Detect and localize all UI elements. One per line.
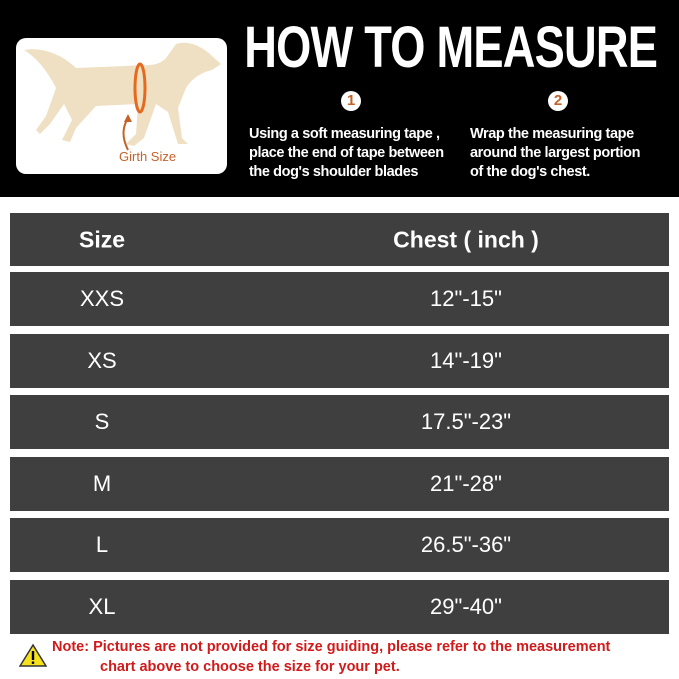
- step-1-badge: 1: [341, 91, 361, 111]
- table-header: Size Chest ( inch ): [10, 213, 669, 266]
- chest-cell: 26.5"-36": [420, 532, 512, 557]
- table-row: XXS 12"-15": [10, 272, 669, 326]
- girth-size-label: Girth Size: [119, 149, 177, 164]
- size-cell: S: [94, 409, 110, 434]
- size-cell: XS: [87, 348, 117, 373]
- text-line: of the dog's chest.: [470, 164, 590, 180]
- size-cell: XXS: [79, 286, 125, 311]
- dog-image: Girth Size: [16, 38, 227, 174]
- step-2-badge: 2: [548, 91, 568, 111]
- chest-cell: 14"-19": [430, 348, 502, 373]
- table-row: XS 14"-19": [10, 334, 669, 388]
- header-size: Size: [78, 226, 126, 252]
- table-row: L 26.5"-36": [10, 518, 669, 572]
- note-line-1: Note: Pictures are not provided for size…: [52, 639, 611, 655]
- step-1-text: Using a soft measuring tape , place the …: [249, 125, 444, 182]
- table-row: S 17.5"-23": [10, 395, 669, 449]
- chest-cell: 21"-28": [430, 471, 502, 496]
- chest-cell: 17.5"-23": [420, 409, 512, 434]
- size-cell: L: [95, 532, 109, 557]
- size-cell: XL: [88, 594, 116, 619]
- text-line: place the end of tape between: [249, 145, 444, 161]
- size-cell: M: [92, 471, 112, 496]
- text-line: the dog's shoulder blades: [249, 164, 419, 180]
- step-2-text: Wrap the measuring tape around the large…: [470, 125, 640, 182]
- warning-icon: [19, 643, 47, 667]
- note-line-2: chart above to choose the size for your …: [100, 659, 400, 675]
- chest-cell: 12"-15": [430, 286, 502, 311]
- page-title: HOW TO MEASURE: [244, 15, 658, 80]
- table-row: XL 29"-40": [10, 580, 669, 634]
- note-text: Note: Pictures are not provided for size…: [52, 637, 610, 677]
- header-banner: Girth Size HOW TO MEASURE 1 2 Using a so…: [0, 0, 679, 197]
- text-line: Wrap the measuring tape: [470, 126, 634, 142]
- dog-illustration: [24, 42, 221, 151]
- table-row: M 21"-28": [10, 457, 669, 511]
- text-line: Using a soft measuring tape ,: [249, 126, 440, 142]
- header-chest: Chest ( inch ): [393, 226, 539, 252]
- text-line: around the largest portion: [470, 145, 641, 161]
- chest-cell: 29"-40": [430, 594, 502, 619]
